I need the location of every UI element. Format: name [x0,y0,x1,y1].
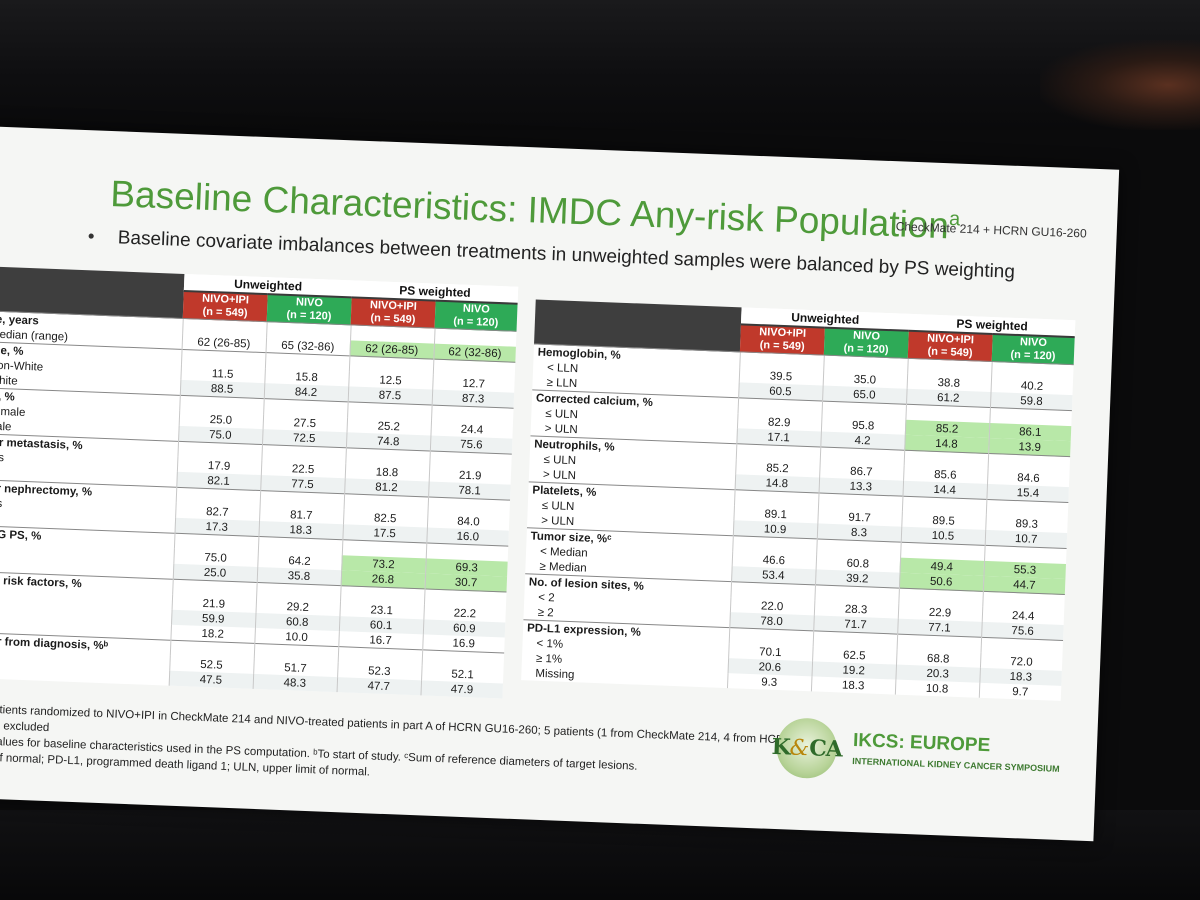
header-nivo: NIVO (n = 120) [823,327,909,359]
header-nivo-ipi: NIVO+IPI (n = 549) [182,290,268,322]
header-nivo: NIVO (n = 120) [434,300,518,332]
room-light-glow [1040,40,1200,130]
projection-screen: Baseline Characteristics: IMDC Any-risk … [0,126,1120,842]
header-corner [534,299,742,352]
table-cell: 10.8 [894,679,980,698]
table-cell: 18.3 [810,676,896,695]
header-nivo: NIVO (n = 120) [991,334,1075,365]
room-background-top [0,0,1200,130]
header-nivo-ipi: NIVO+IPI (n = 549) [739,324,825,356]
table-cell: 47.9 [420,680,503,699]
table-cell: 47.5 [168,670,254,689]
logo-subtitle: INTERNATIONAL KIDNEY CANCER SYMPOSIUM [852,755,1060,774]
header-nivo: NIVO (n = 120) [266,294,352,325]
table-cell: 48.3 [252,673,338,693]
ikcs-logo: K & CA IKCS: EUROPE INTERNATIONAL KIDNEY C… [771,717,1067,798]
header-nivo-ipi: NIVO+IPI (n = 549) [350,297,436,329]
ikcs-emblem-icon: K & CA [771,717,842,780]
footnotes: esents patients randomized to NIVO+IPI i… [0,701,793,796]
logo-title: IKCS: EUROPE [852,729,991,757]
header-corner [0,266,185,319]
header-nivo-ipi: NIVO+IPI (n = 549) [907,330,993,362]
table-cell: 9.7 [978,682,1062,701]
bullet-dot: • [87,226,95,248]
table-cell: 47.7 [336,677,422,696]
baseline-table-left: Unweighted PS weighted NIVO+IPI (n = 549) NI… [0,266,519,699]
baseline-table-right: Unweighted PS weighted NIVO+IPI (n = 549) NI… [521,299,1076,701]
table-cell: 9.3 [726,673,812,692]
